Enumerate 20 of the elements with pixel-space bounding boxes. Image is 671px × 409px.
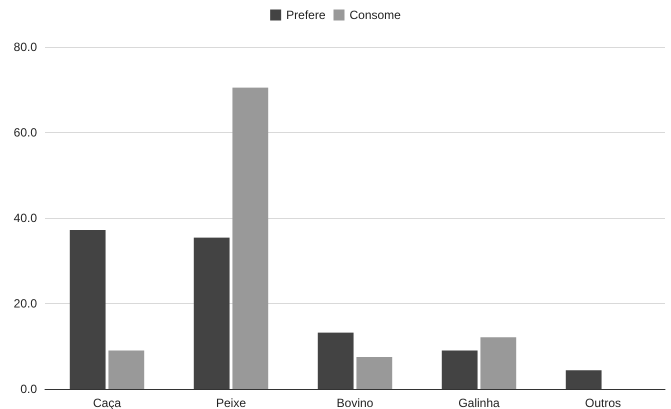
bar bbox=[108, 350, 144, 389]
y-tick-label: 80.0 bbox=[14, 40, 38, 54]
y-tick-label: 40.0 bbox=[14, 211, 38, 225]
bar bbox=[442, 350, 478, 389]
x-tick-label: Peixe bbox=[216, 396, 246, 409]
bar bbox=[318, 332, 354, 389]
legend-label: Consome bbox=[349, 8, 402, 22]
bar bbox=[566, 370, 602, 389]
x-tick-label: Bovino bbox=[336, 396, 374, 409]
bar bbox=[70, 230, 106, 389]
bar bbox=[356, 356, 392, 389]
y-tick-label: 0.0 bbox=[20, 382, 38, 396]
y-tick-label: 60.0 bbox=[14, 126, 38, 140]
bar bbox=[194, 238, 230, 389]
x-tick-label: Outros bbox=[584, 396, 622, 409]
bar bbox=[480, 337, 516, 389]
bar bbox=[232, 88, 268, 389]
y-tick-label: 20.0 bbox=[14, 296, 38, 310]
x-tick-label: Galinha bbox=[458, 396, 500, 409]
legend-label: Prefere bbox=[286, 8, 326, 22]
